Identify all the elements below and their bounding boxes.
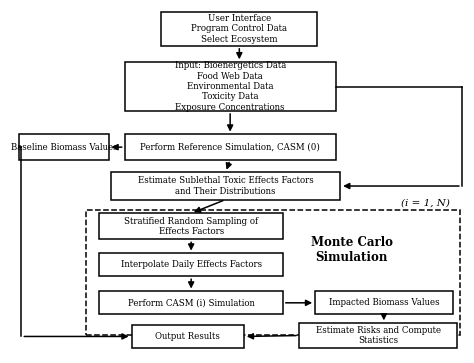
FancyBboxPatch shape	[299, 323, 457, 348]
Text: Interpolate Daily Effects Factors: Interpolate Daily Effects Factors	[120, 260, 262, 269]
FancyBboxPatch shape	[125, 134, 336, 160]
FancyBboxPatch shape	[19, 134, 109, 160]
Text: Output Results: Output Results	[155, 332, 220, 341]
Text: Input: Bioenergetics Data
Food Web Data
Environmental Data
Toxicity Data
Exposur: Input: Bioenergetics Data Food Web Data …	[174, 61, 286, 112]
Text: Monte Carlo
Simulation: Monte Carlo Simulation	[311, 236, 393, 264]
FancyBboxPatch shape	[131, 325, 244, 348]
FancyBboxPatch shape	[125, 62, 336, 111]
Text: Estimate Risks and Compute
Statistics: Estimate Risks and Compute Statistics	[316, 326, 441, 345]
FancyBboxPatch shape	[100, 213, 283, 239]
Text: Impacted Biomass Values: Impacted Biomass Values	[328, 298, 439, 307]
FancyBboxPatch shape	[100, 253, 283, 276]
FancyBboxPatch shape	[86, 211, 459, 335]
FancyBboxPatch shape	[315, 291, 453, 314]
Text: Estimate Sublethal Toxic Effects Factors
and Their Distributions: Estimate Sublethal Toxic Effects Factors…	[137, 176, 313, 196]
Text: Stratified Random Sampling of
Effects Factors: Stratified Random Sampling of Effects Fa…	[124, 217, 258, 236]
Text: (i = 1, N): (i = 1, N)	[401, 199, 449, 208]
Text: Perform CASM (i) Simulation: Perform CASM (i) Simulation	[128, 298, 255, 307]
FancyBboxPatch shape	[100, 291, 283, 314]
FancyBboxPatch shape	[111, 172, 340, 200]
Text: User Interface
Program Control Data
Select Ecosystem: User Interface Program Control Data Sele…	[191, 14, 287, 44]
Text: Perform Reference Simulation, CASM (0): Perform Reference Simulation, CASM (0)	[140, 143, 320, 152]
Text: Baseline Biomass Values: Baseline Biomass Values	[10, 143, 117, 152]
FancyBboxPatch shape	[161, 12, 317, 46]
